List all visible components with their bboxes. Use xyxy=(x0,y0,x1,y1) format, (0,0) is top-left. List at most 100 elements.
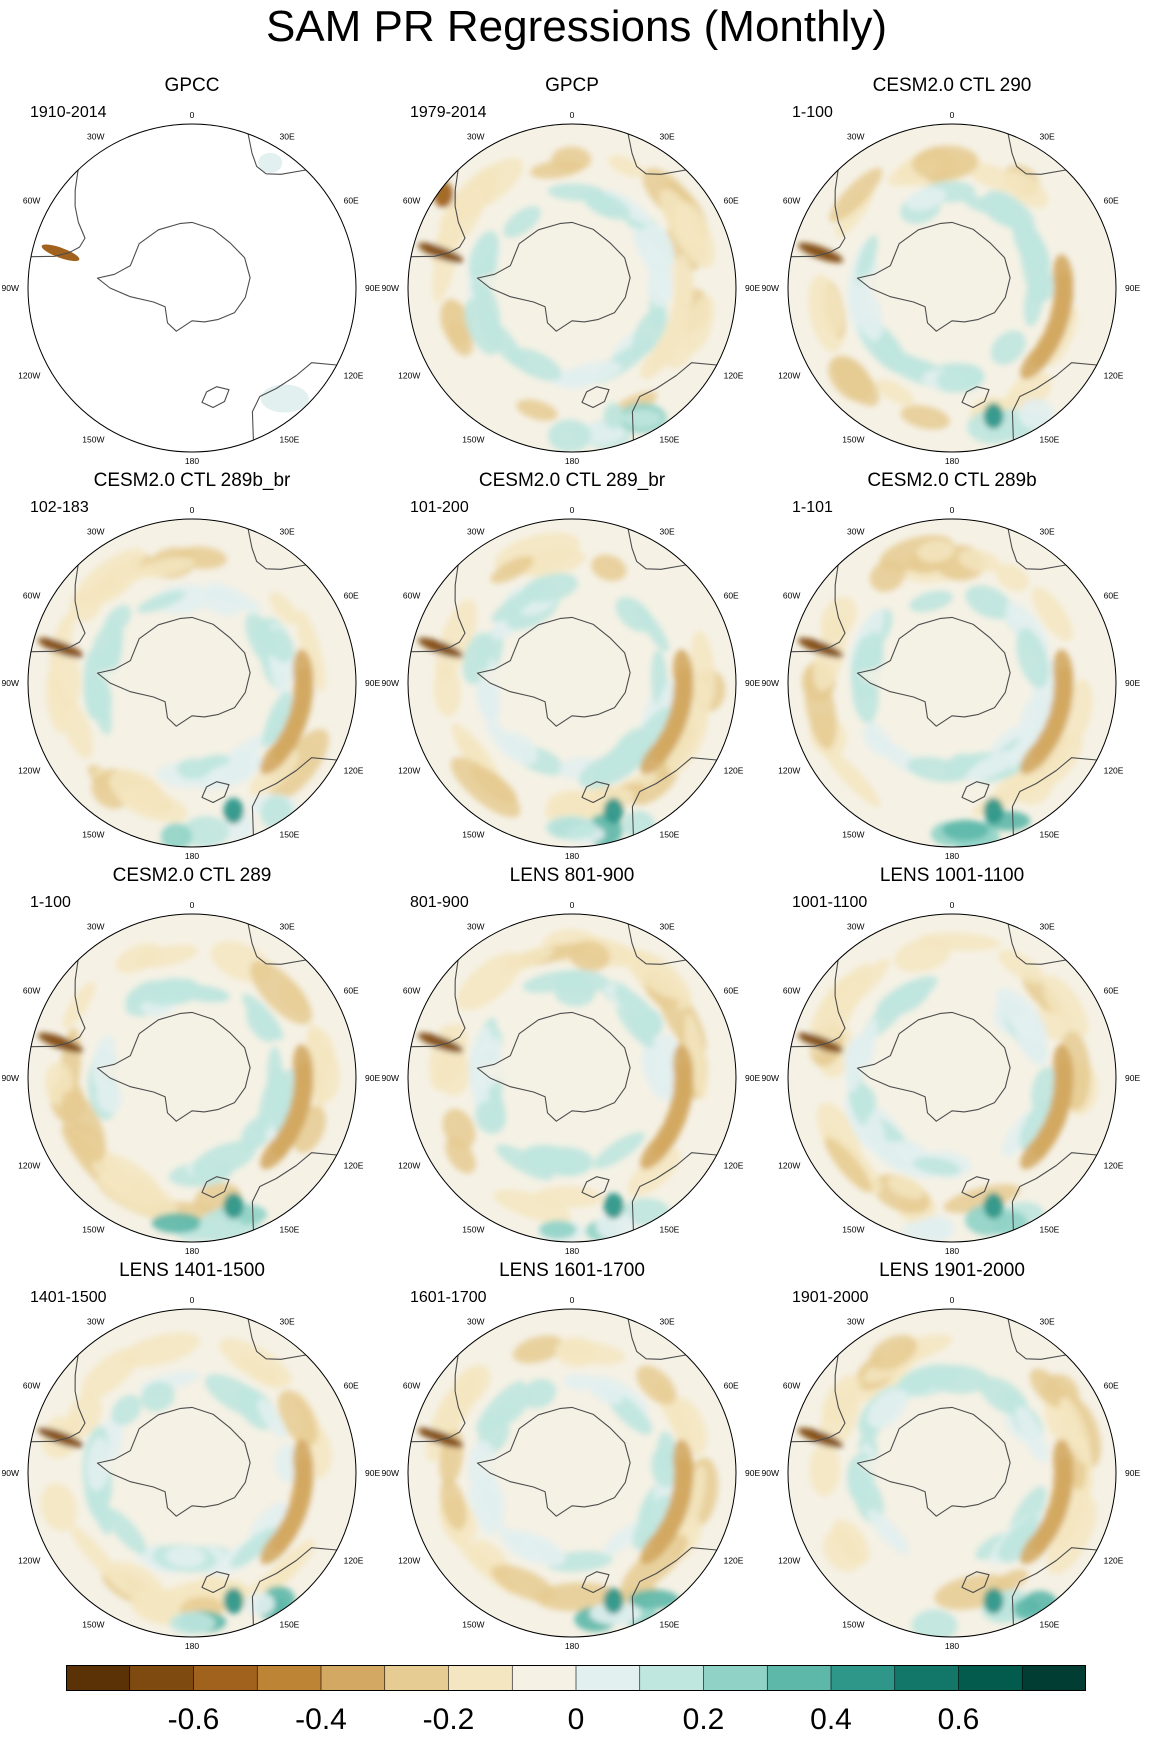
longitude-label: 150E xyxy=(660,435,680,445)
green-ring-blob xyxy=(589,1383,624,1405)
green-ring-blob xyxy=(140,1381,175,1412)
africa-coastline xyxy=(627,923,686,965)
longitude-label: 120W xyxy=(18,1161,40,1171)
tan-belt-blob xyxy=(115,943,162,974)
longitude-label: 180 xyxy=(945,1641,959,1651)
green-ring-blob xyxy=(268,1080,289,1120)
colorbar-swatch xyxy=(894,1665,959,1691)
colorbar-tick-label: 0.2 xyxy=(683,1703,725,1736)
dark-green-core xyxy=(223,797,244,824)
tan-belt-blob xyxy=(219,1338,292,1387)
longitude-label: 180 xyxy=(185,1641,199,1651)
dark-green-core xyxy=(603,402,624,429)
tan-belt-blob xyxy=(1042,975,1089,1038)
tan-belt-blob xyxy=(134,1590,185,1623)
tan-belt-blob xyxy=(277,1390,318,1447)
tan-belt-blob xyxy=(250,960,312,1025)
map-boundary xyxy=(787,123,1117,453)
brown-streak xyxy=(417,637,464,658)
tan-belt-blob xyxy=(569,940,611,972)
longitude-label: 60W xyxy=(403,1381,420,1391)
longitude-label: 150E xyxy=(660,1620,680,1630)
green-ring-blob xyxy=(1019,1100,1055,1151)
south-america-coastline xyxy=(30,564,86,653)
map-boundary xyxy=(27,1308,357,1638)
longitude-label: 60W xyxy=(23,1381,40,1391)
dark-green-core xyxy=(983,1587,1004,1614)
green-patch-blob xyxy=(151,1212,203,1234)
longitude-label: 180 xyxy=(945,851,959,861)
longitude-label: 0 xyxy=(570,505,575,515)
panel-title: LENS 1901-2000 xyxy=(879,1260,1025,1281)
tan-belt-blob xyxy=(823,1529,863,1572)
africa-coastline xyxy=(1007,133,1066,175)
tan-arc-blob xyxy=(640,340,675,380)
map-panel-lens1601: LENS 1601-1700 1601-1700 0 30E 60E 90E 120E 150… xyxy=(382,1259,762,1651)
longitude-label: 30E xyxy=(280,526,295,536)
green-ring-blob xyxy=(486,721,524,762)
colorbar-tick-label: 0.4 xyxy=(810,1703,852,1736)
longitude-label: 30W xyxy=(847,131,864,141)
dark-green-core xyxy=(983,797,1004,824)
africa-coastline xyxy=(627,528,686,570)
green-patch-blob xyxy=(622,409,662,428)
longitude-label: 150E xyxy=(1040,1225,1060,1235)
longitude-label: 30W xyxy=(847,526,864,536)
map-panel-ctl289b: CESM2.0 CTL 289b 1-101 0 30E 60E 90E 120E 150E 1… xyxy=(762,469,1142,861)
new-zealand-coastline xyxy=(961,781,990,804)
panel-period: 101-200 xyxy=(410,499,469,516)
green-ring-blob xyxy=(913,1157,961,1176)
tan-belt-blob xyxy=(809,1442,841,1497)
longitude-label: 120E xyxy=(724,371,744,381)
longitude-label: 60W xyxy=(403,986,420,996)
tan-belt-blob xyxy=(460,157,524,211)
longitude-label: 30W xyxy=(87,1316,104,1326)
longitude-label: 90W xyxy=(382,283,399,293)
longitude-label: 150W xyxy=(842,1225,864,1235)
green-ring-blob xyxy=(632,1495,672,1550)
longitude-label: 90W xyxy=(762,1073,779,1083)
antarctica-coastline xyxy=(96,616,251,727)
south-america-coastline xyxy=(410,1354,466,1443)
polar-map: 0 30E 60E 90E 120E 150E 180 150W 120W 90W 60W 30W xyxy=(382,505,760,861)
longitude-label: 120W xyxy=(398,766,420,776)
longitude-label: 30W xyxy=(467,131,484,141)
green-ring-blob xyxy=(965,585,1013,619)
green-ring-blob xyxy=(965,749,1021,782)
polar-map: 0 30E 60E 90E 120E 150E 180 150W 120W 90W 60W 30W xyxy=(762,505,1140,861)
colorbar-frame xyxy=(66,1665,1086,1691)
brown-streak xyxy=(797,1032,844,1053)
tan-belt-blob xyxy=(62,981,96,1029)
antarctica-coastline xyxy=(96,1011,251,1122)
polar-map: 0 30E 60E 90E 120E 150E 180 150W 120W 90W 60W 30W xyxy=(762,900,1140,1256)
longitude-label: 150W xyxy=(82,1620,104,1630)
longitude-label: 60E xyxy=(724,986,739,996)
longitude-label: 60E xyxy=(1104,196,1119,206)
south-america-coastline xyxy=(790,169,846,258)
tan-belt-blob xyxy=(555,1337,597,1367)
tan-belt-blob xyxy=(80,1348,139,1400)
polar-map: 0 30E 60E 90E 120E 150E 180 150W 120W 90W 60W 30W xyxy=(2,505,380,861)
panel-period: 1-100 xyxy=(792,104,833,121)
tan-arc-blob xyxy=(640,735,675,775)
green-ring-blob xyxy=(563,1374,597,1391)
longitude-label: 120W xyxy=(778,1161,800,1171)
green-ring-blob xyxy=(905,187,947,211)
colorbar-swatch xyxy=(958,1665,1023,1691)
longitude-label: 180 xyxy=(565,1641,579,1651)
tan-belt-blob xyxy=(997,949,1046,984)
tan-belt-blob xyxy=(440,1478,467,1531)
green-ring-blob xyxy=(191,1141,257,1178)
longitude-label: 30W xyxy=(87,131,104,141)
panel-title: CESM2.0 CTL 289b xyxy=(867,470,1037,491)
longitude-label: 0 xyxy=(950,505,955,515)
green-ring-blob xyxy=(1015,1405,1048,1463)
longitude-label: 90E xyxy=(745,1468,760,1478)
africa-coastline xyxy=(247,923,306,965)
green-ring-blob xyxy=(468,230,499,281)
dark-green-core xyxy=(223,1587,244,1614)
longitude-label: 90W xyxy=(382,1468,399,1478)
dark-green-core xyxy=(223,1192,244,1219)
longitude-label: 180 xyxy=(945,1246,959,1256)
dark-green-core xyxy=(983,1192,1004,1219)
